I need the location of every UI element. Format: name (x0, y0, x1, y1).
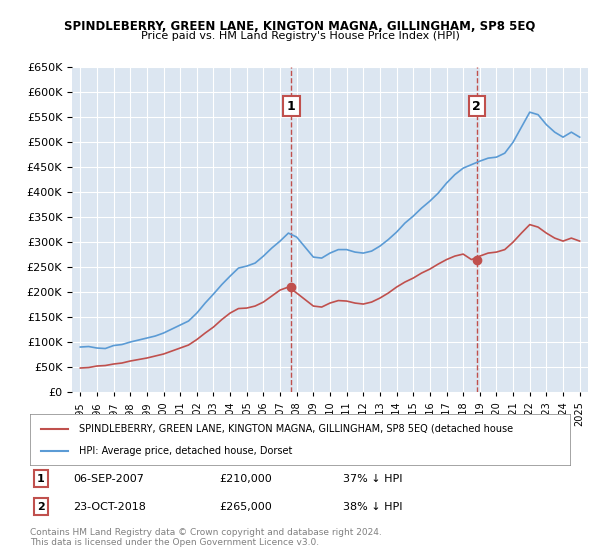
Text: 37% ↓ HPI: 37% ↓ HPI (343, 474, 403, 484)
Text: SPINDLEBERRY, GREEN LANE, KINGTON MAGNA, GILLINGHAM, SP8 5EQ (detached house: SPINDLEBERRY, GREEN LANE, KINGTON MAGNA,… (79, 423, 513, 433)
Text: 1: 1 (287, 100, 296, 113)
Text: £265,000: £265,000 (219, 502, 272, 512)
Text: HPI: Average price, detached house, Dorset: HPI: Average price, detached house, Dors… (79, 446, 292, 456)
Text: 2: 2 (37, 502, 44, 512)
Text: 23-OCT-2018: 23-OCT-2018 (73, 502, 146, 512)
Text: This data is licensed under the Open Government Licence v3.0.: This data is licensed under the Open Gov… (30, 538, 319, 547)
Text: Contains HM Land Registry data © Crown copyright and database right 2024.: Contains HM Land Registry data © Crown c… (30, 528, 382, 536)
Text: 2: 2 (472, 100, 481, 113)
Text: 1: 1 (37, 474, 44, 484)
Text: 38% ↓ HPI: 38% ↓ HPI (343, 502, 403, 512)
Text: 06-SEP-2007: 06-SEP-2007 (73, 474, 144, 484)
Text: £210,000: £210,000 (219, 474, 272, 484)
Text: SPINDLEBERRY, GREEN LANE, KINGTON MAGNA, GILLINGHAM, SP8 5EQ: SPINDLEBERRY, GREEN LANE, KINGTON MAGNA,… (64, 20, 536, 32)
Text: Price paid vs. HM Land Registry's House Price Index (HPI): Price paid vs. HM Land Registry's House … (140, 31, 460, 41)
